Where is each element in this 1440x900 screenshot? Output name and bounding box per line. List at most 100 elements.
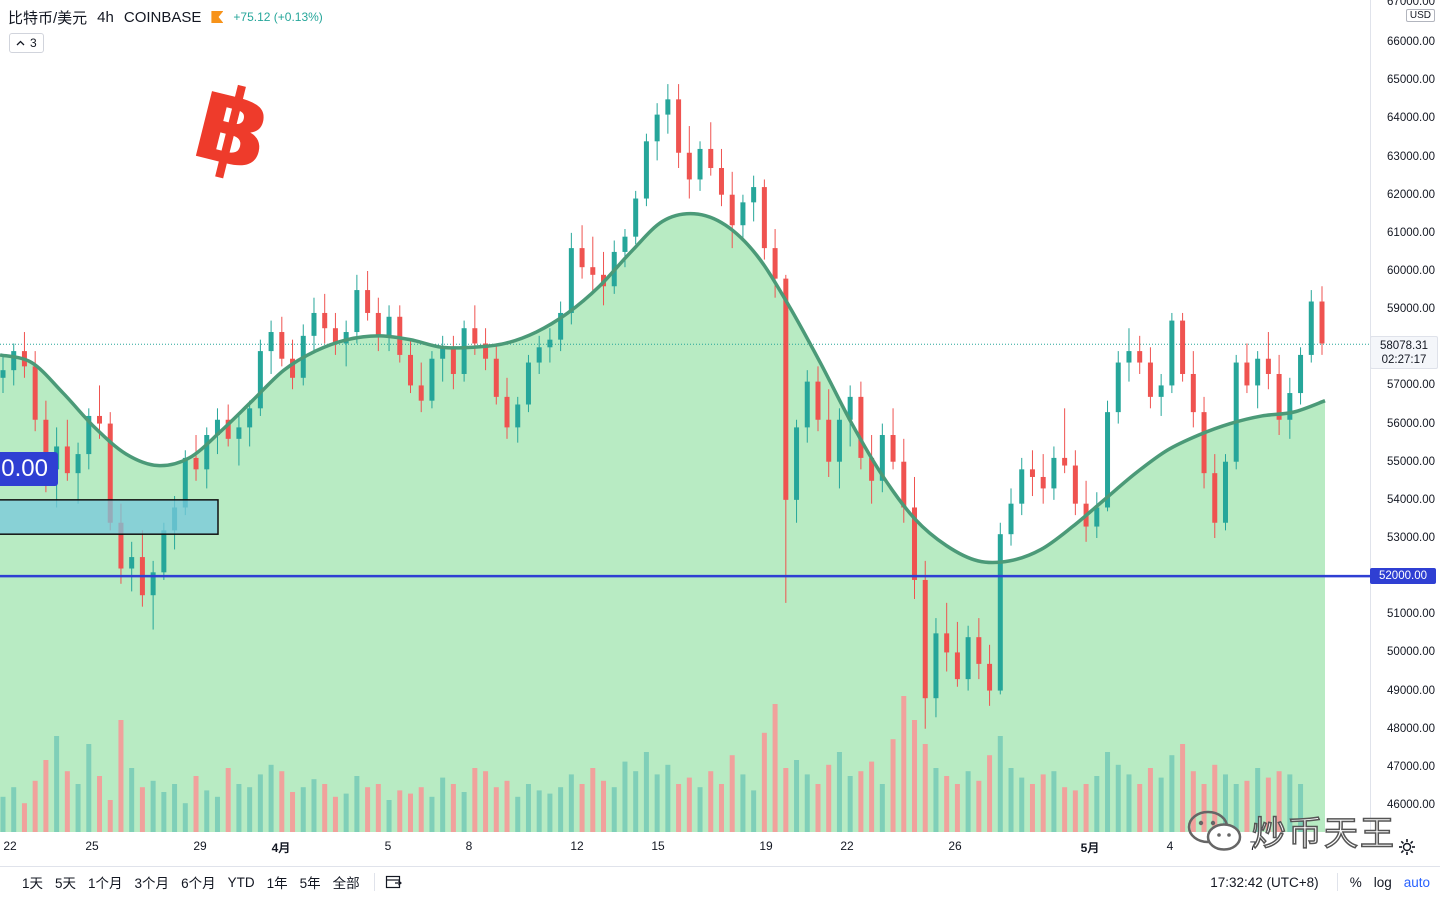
candle-body [836,419,842,462]
indicators-count: 3 [30,36,37,50]
time-tick-label: 15 [651,839,665,853]
candle-body [772,248,778,279]
volume-bar [1180,744,1186,832]
volume-bar [322,784,328,832]
candle-body [1115,362,1121,413]
candle-body [965,637,971,680]
candle-body [504,396,510,428]
candle-body [1158,385,1164,397]
volume-bar [1072,790,1078,832]
volume-bar [815,784,821,832]
volume-bar [236,784,242,832]
candle-body [1072,465,1078,504]
volume-bar [129,768,135,832]
candle-body [558,312,564,340]
price-tick-label: 56000.00 [1387,417,1435,430]
volume-bar [21,803,27,832]
volume-bar [1255,768,1261,832]
currency-badge[interactable]: USD [1405,9,1435,22]
price-axis[interactable]: USD 67000.00 66000.00 65000.00 64000.00 6300… [1370,0,1440,832]
percent-scale-toggle[interactable]: % [1349,874,1362,890]
candle-body [86,415,92,455]
range-button[interactable]: 全部 [332,876,360,891]
candle-body [751,187,757,203]
volume-bar [1115,764,1121,832]
volume-bar [440,777,446,832]
time-axis[interactable]: 22 25 29 4月 5 8 12 15 19 22 26 5月 4 7 [0,832,1370,860]
candle-body [75,454,81,474]
watermark-text: 炒币天王 [1251,813,1396,855]
flag-icon[interactable] [211,11,224,23]
drawing-price-label[interactable]: 0.00 [0,452,58,486]
symbol-legend[interactable]: 比特币/美元 4h COINBASE +75.12 (+0.13%) [8,6,323,28]
volume-bar [407,793,413,832]
price-tick-label: 46000.00 [1387,799,1435,811]
volume-bar [987,755,993,832]
range-button[interactable]: 1个月 [88,876,123,891]
candle-body [204,435,210,470]
volume-bar [890,739,896,832]
symbol-name[interactable]: 比特币/美元 [8,9,88,27]
zone-rectangle[interactable] [0,499,219,535]
range-button[interactable]: 6个月 [181,876,216,891]
timezone-clock[interactable]: 17:32:42 (UTC+8) [1210,874,1319,890]
candle-body [418,385,424,401]
volume-bar [247,787,253,832]
indicators-collapse-button[interactable]: 3 [9,33,44,53]
volume-bar [1190,771,1196,832]
candle-body [633,198,639,237]
time-tick-label: 26 [948,839,962,853]
volume-bar [493,787,499,832]
candle-body [1169,320,1175,386]
candle-body [1180,320,1186,374]
chart-pane[interactable]: ฿ [0,0,1370,832]
price-tick-label: 61000.00 [1387,226,1435,239]
range-button[interactable]: 1年 [266,876,288,891]
candle-body [1276,373,1282,420]
candle-body [1190,373,1196,413]
volume-bar [643,752,649,832]
volume-bar [579,784,585,832]
volume-bar [708,771,714,832]
candle-body [343,332,349,344]
volume-bar [976,780,982,832]
range-button[interactable]: YTD [227,874,255,890]
volume-bar [772,704,778,832]
price-chart[interactable]: ฿ [0,0,1370,832]
volume-bar [954,784,960,832]
volume-bar [311,779,317,832]
candle-body [826,419,832,462]
toolbar-divider [373,873,375,891]
log-scale-toggle[interactable]: log [1373,874,1392,890]
time-tick-label: 5 [384,839,392,853]
range-button[interactable]: 3个月 [134,876,170,891]
candle-body [815,381,821,420]
volume-bar [1019,777,1025,832]
toolbar-right-group: 17:32:42 (UTC+8) % log auto [1210,867,1430,897]
range-button[interactable]: 5天 [55,876,77,891]
volume-bar [1169,755,1175,832]
candle-body [450,347,456,374]
volume-bar [43,760,49,832]
candle-body [32,366,38,420]
candle-body [11,351,17,371]
volume-bar [536,790,542,832]
candle-body [97,415,103,424]
candle-body [407,354,413,386]
range-button[interactable]: 5年 [299,876,321,891]
auto-scale-toggle[interactable]: auto [1403,874,1430,890]
exchange-label[interactable]: COINBASE [123,8,202,26]
volume-bar [633,771,639,832]
candle-body [290,358,296,378]
range-button[interactable]: 1天 [22,876,44,891]
candle-body [536,347,542,363]
gear-icon[interactable] [1398,838,1416,861]
interval-label[interactable]: 4h [97,8,114,26]
chevron-up-icon [16,40,25,46]
volume-bar [847,776,853,832]
area-fill [0,213,1325,832]
price-tick-label: 55000.00 [1387,455,1435,468]
candle-body [0,370,6,378]
price-tick-label: 62000.00 [1387,188,1435,201]
goto-date-icon[interactable] [385,874,403,890]
